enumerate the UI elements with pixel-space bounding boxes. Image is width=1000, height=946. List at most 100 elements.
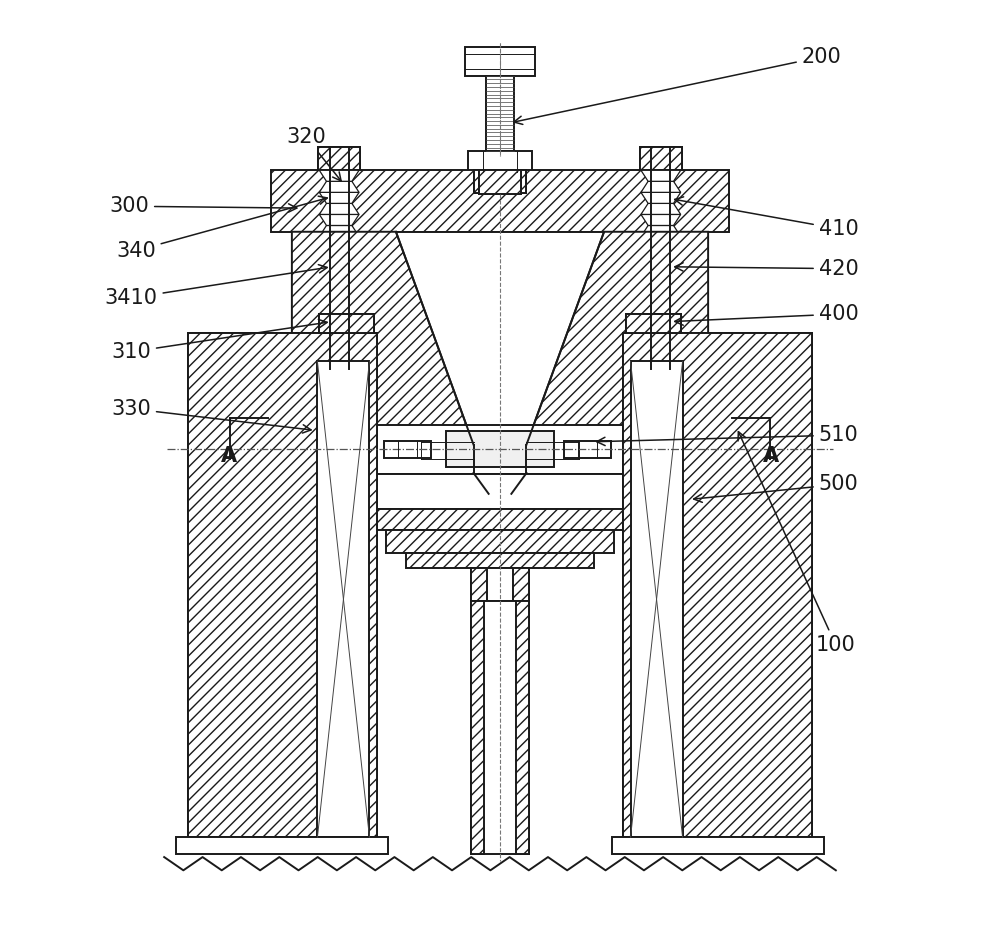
- Bar: [480, 184, 520, 193]
- Polygon shape: [641, 281, 681, 291]
- Text: A: A: [762, 446, 779, 466]
- Polygon shape: [319, 270, 359, 281]
- Bar: [474, 170, 526, 193]
- Text: 300: 300: [109, 196, 297, 217]
- Text: 200: 200: [514, 46, 842, 124]
- Bar: [626, 314, 681, 333]
- Text: 320: 320: [286, 127, 341, 181]
- Bar: [292, 474, 708, 509]
- Bar: [479, 170, 521, 194]
- Polygon shape: [641, 336, 681, 347]
- Polygon shape: [641, 291, 681, 303]
- Polygon shape: [641, 314, 681, 324]
- Polygon shape: [641, 182, 681, 192]
- Bar: [475, 172, 525, 184]
- Bar: [406, 553, 594, 568]
- Polygon shape: [641, 358, 681, 369]
- Bar: [292, 425, 340, 474]
- Bar: [188, 333, 377, 837]
- Bar: [446, 431, 554, 467]
- Bar: [386, 530, 614, 553]
- Bar: [471, 568, 487, 601]
- Polygon shape: [641, 347, 681, 358]
- Polygon shape: [319, 236, 359, 248]
- Bar: [513, 568, 529, 601]
- Bar: [612, 837, 824, 854]
- Bar: [640, 147, 682, 170]
- Bar: [660, 474, 708, 509]
- Polygon shape: [641, 225, 681, 236]
- Bar: [643, 369, 679, 395]
- Polygon shape: [641, 215, 681, 225]
- Bar: [318, 147, 360, 170]
- Bar: [292, 474, 340, 509]
- Polygon shape: [319, 170, 359, 182]
- Bar: [292, 232, 708, 501]
- Bar: [623, 333, 812, 837]
- Bar: [640, 395, 682, 411]
- Text: 340: 340: [116, 196, 327, 261]
- Polygon shape: [641, 203, 681, 215]
- Polygon shape: [641, 258, 681, 270]
- Bar: [516, 601, 529, 854]
- Bar: [640, 395, 682, 411]
- Text: 100: 100: [738, 431, 856, 656]
- Polygon shape: [319, 182, 359, 192]
- Polygon shape: [319, 347, 359, 358]
- Polygon shape: [292, 232, 489, 501]
- Polygon shape: [319, 281, 359, 291]
- Bar: [623, 333, 812, 837]
- Bar: [468, 151, 532, 172]
- Text: 400: 400: [675, 304, 859, 325]
- Polygon shape: [641, 170, 681, 182]
- Bar: [319, 314, 374, 333]
- Polygon shape: [319, 324, 359, 336]
- Bar: [271, 170, 729, 232]
- Text: 420: 420: [675, 258, 859, 279]
- Bar: [479, 170, 521, 194]
- Bar: [354, 509, 646, 530]
- Polygon shape: [641, 324, 681, 336]
- Polygon shape: [319, 258, 359, 270]
- Bar: [465, 47, 535, 76]
- Text: A: A: [221, 446, 238, 466]
- Bar: [564, 441, 611, 458]
- Bar: [318, 147, 360, 170]
- Text: 3410: 3410: [105, 265, 327, 308]
- Bar: [321, 369, 357, 395]
- Bar: [318, 395, 360, 411]
- Bar: [640, 147, 682, 170]
- Polygon shape: [319, 225, 359, 236]
- Bar: [471, 568, 529, 601]
- Bar: [626, 314, 681, 333]
- Text: 510: 510: [597, 425, 859, 446]
- Text: 330: 330: [111, 398, 311, 433]
- Text: 410: 410: [675, 197, 859, 239]
- Bar: [176, 837, 388, 854]
- Bar: [317, 361, 369, 837]
- Bar: [292, 425, 708, 474]
- Bar: [643, 369, 679, 395]
- Bar: [318, 395, 360, 411]
- Bar: [471, 601, 484, 854]
- Bar: [660, 425, 708, 474]
- Polygon shape: [319, 303, 359, 314]
- Polygon shape: [641, 236, 681, 248]
- Bar: [471, 601, 529, 854]
- Bar: [486, 76, 514, 151]
- Polygon shape: [319, 314, 359, 324]
- Bar: [631, 361, 683, 837]
- Polygon shape: [641, 303, 681, 314]
- Polygon shape: [319, 215, 359, 225]
- Text: 310: 310: [111, 320, 327, 362]
- Text: 500: 500: [694, 474, 859, 502]
- Bar: [321, 369, 357, 395]
- Polygon shape: [319, 336, 359, 347]
- Polygon shape: [319, 248, 359, 258]
- Polygon shape: [641, 248, 681, 258]
- Bar: [319, 314, 374, 333]
- Polygon shape: [319, 192, 359, 203]
- Polygon shape: [319, 203, 359, 215]
- Polygon shape: [319, 291, 359, 303]
- Polygon shape: [511, 232, 708, 501]
